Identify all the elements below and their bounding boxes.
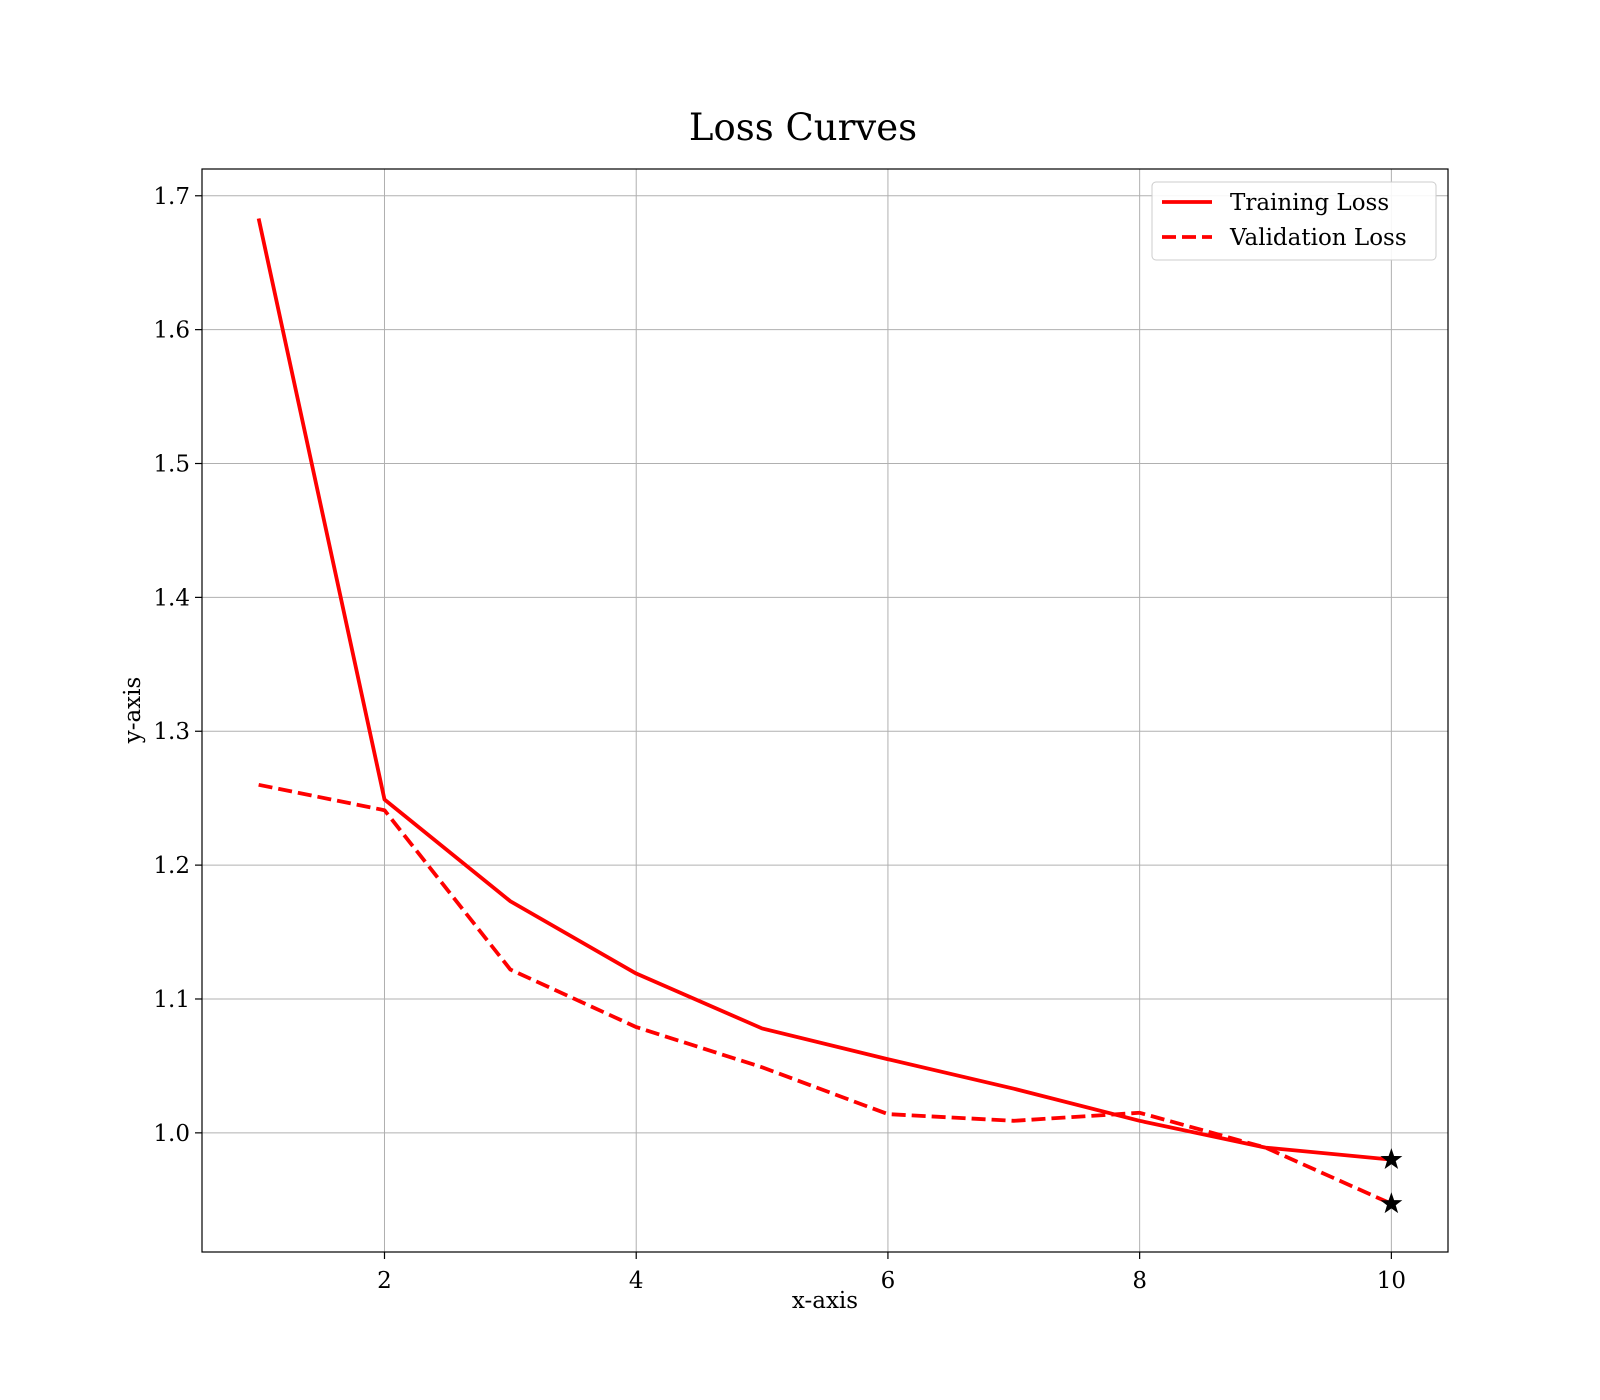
y-axis-label: y-axis: [120, 677, 146, 745]
y-tick-label: 1.5: [153, 452, 190, 478]
legend-label-training-loss: Training Loss: [1230, 190, 1389, 216]
legend-label-validation-loss: Validation Loss: [1229, 225, 1407, 251]
x-tick-label: 2: [377, 1268, 392, 1294]
y-tick-label: 1.6: [153, 318, 190, 344]
chart-title: Loss Curves: [689, 106, 917, 149]
legend-box: [1151, 181, 1437, 261]
plot-area-frame: [201, 168, 1449, 1253]
x-tick-label: 4: [629, 1268, 644, 1294]
end-star-marker: [1380, 1148, 1403, 1169]
series-line-validation-loss: [258, 782, 1393, 1206]
y-tick-label: 1.3: [153, 719, 190, 745]
x-tick-label: 8: [1132, 1268, 1147, 1294]
x-axis-label: x-axis: [792, 1288, 858, 1314]
y-tick-label: 1.4: [153, 585, 190, 611]
x-axis-ticks: 2 4 6 8 10: [377, 1252, 1406, 1294]
series-layer: [256, 218, 1403, 1214]
y-tick-label: 1.0: [153, 1121, 190, 1147]
x-tick-label: 10: [1377, 1268, 1406, 1294]
grid-lines: [202, 169, 1448, 1252]
x-tick-label: 6: [881, 1268, 896, 1294]
y-tick-label: 1.7: [153, 184, 190, 210]
y-tick-label: 1.1: [153, 987, 190, 1013]
y-axis-ticks: 1.0 1.1 1.2 1.3 1.4 1.5 1.6 1.7: [153, 184, 202, 1147]
end-star-marker: [1380, 1192, 1403, 1214]
y-tick-label: 1.2: [153, 853, 190, 879]
series-line-training-loss: [256, 218, 1392, 1162]
legend: Training Loss Validation Loss: [1151, 181, 1437, 261]
